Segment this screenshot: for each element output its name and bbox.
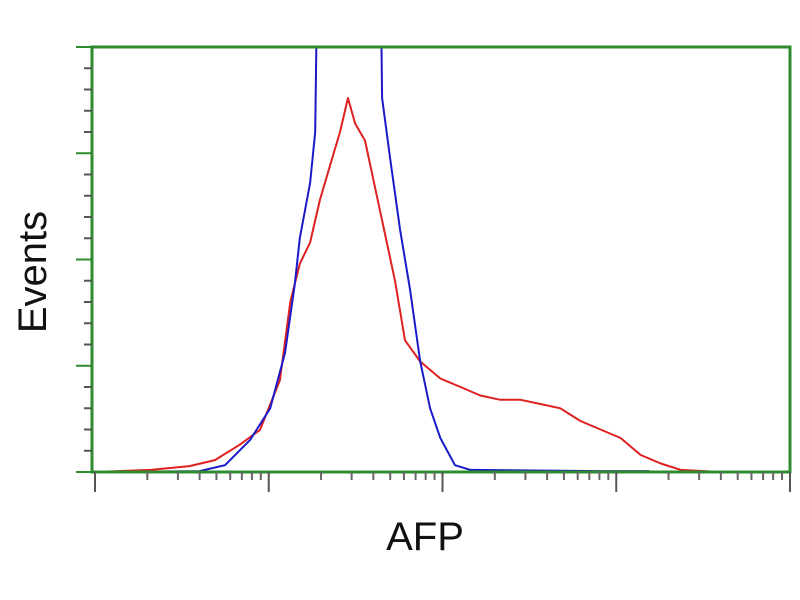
y-axis-label: Events [11,211,55,333]
series-layer [94,47,721,472]
series-line-0 [94,97,721,472]
x-axis-label: AFP [386,515,464,559]
plot-frame [90,45,792,474]
series-line-1 [94,47,650,472]
axes-layer [76,45,792,492]
